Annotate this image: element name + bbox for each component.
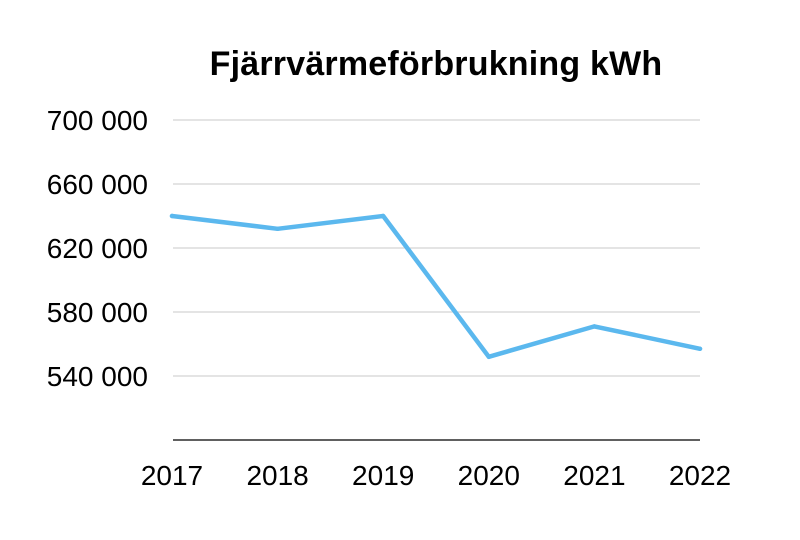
data-point [486, 354, 491, 359]
x-tick-label: 2020 [458, 460, 520, 491]
x-tick-label: 2017 [141, 460, 203, 491]
y-tick-label: 540 000 [47, 361, 148, 392]
data-point [592, 324, 597, 329]
y-axis-tick-labels: 540 000 580 000 620 000 660 000 700 000 [47, 105, 148, 392]
series-line [169, 213, 703, 360]
x-tick-label: 2021 [563, 460, 625, 491]
data-point [169, 213, 175, 219]
data-point [381, 213, 386, 219]
x-tick-label: 2019 [352, 460, 414, 491]
chart-title: Fjärrvärmeförbrukning kWh [209, 45, 663, 83]
y-tick-label: 700 000 [47, 105, 148, 136]
x-axis-tick-labels: 2017 2018 2019 2020 2021 2022 [141, 460, 731, 491]
y-tick-label: 620 000 [47, 233, 148, 264]
x-tick-label: 2022 [669, 460, 731, 491]
y-tick-label: 660 000 [47, 169, 148, 200]
data-point [275, 226, 280, 231]
gridlines [173, 119, 700, 377]
x-tick-label: 2018 [246, 460, 308, 491]
series-layer [169, 213, 703, 360]
y-tick-label: 580 000 [47, 297, 148, 328]
data-point [697, 346, 703, 351]
